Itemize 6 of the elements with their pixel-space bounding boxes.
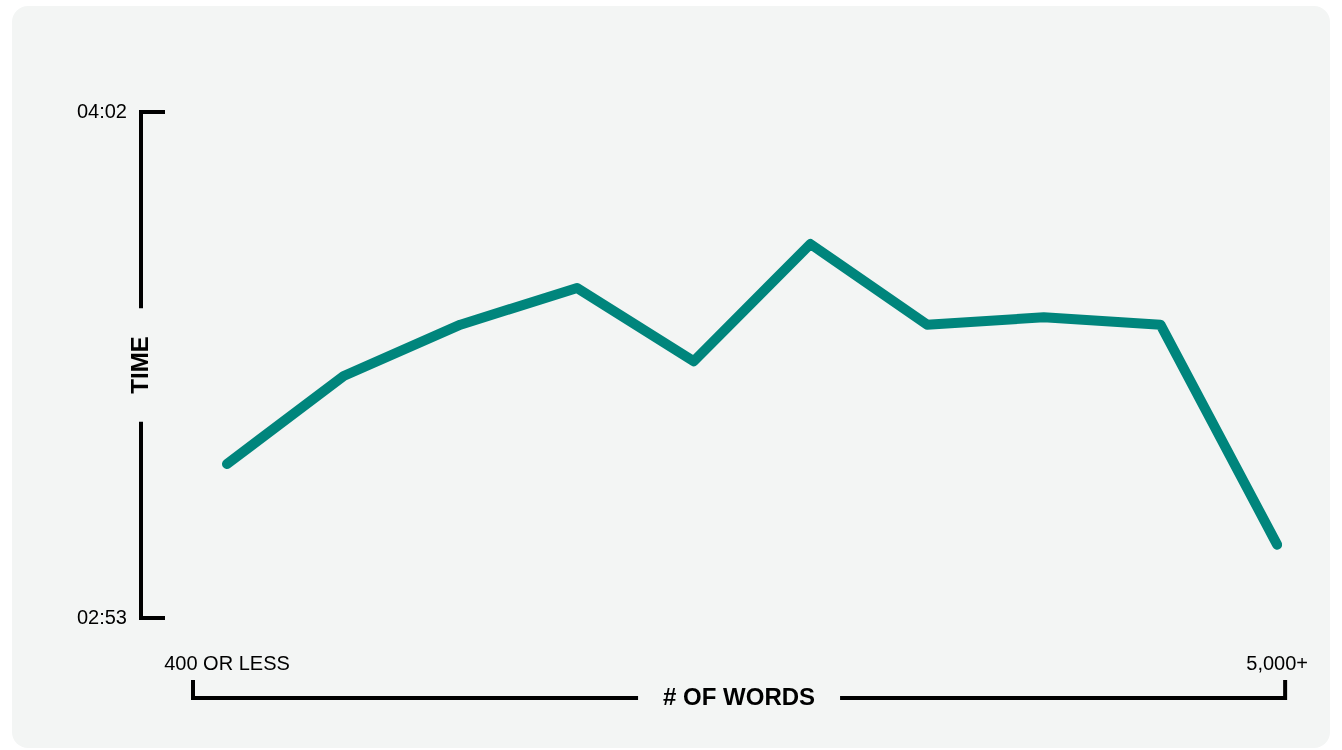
x-axis-title: # OF WORDS (663, 682, 816, 710)
y-tick-label: 04:02 (76, 99, 127, 122)
y-axis-title: TIME (125, 336, 153, 394)
x-tick-label: 400 OR LESS (164, 651, 290, 674)
x-tick-label: 5,000+ (1246, 651, 1308, 674)
y-tick-label: 02:53 (76, 605, 127, 628)
